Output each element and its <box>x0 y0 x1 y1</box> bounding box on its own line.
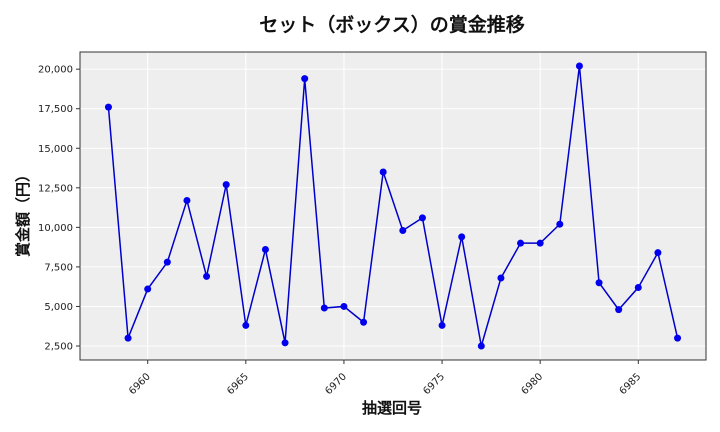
x-tick-label: 6975 <box>421 371 447 397</box>
data-point <box>222 181 230 189</box>
data-point <box>418 214 426 222</box>
y-tick-label: 5,000 <box>44 302 73 313</box>
data-point <box>124 334 132 342</box>
data-point <box>536 239 544 247</box>
data-point <box>242 321 250 329</box>
data-point <box>360 318 368 326</box>
data-point <box>203 272 211 280</box>
data-point <box>379 168 387 176</box>
data-point <box>438 321 446 329</box>
y-tick-label: 15,000 <box>38 144 73 155</box>
data-point <box>399 227 407 235</box>
y-tick-label: 10,000 <box>38 223 73 234</box>
data-point <box>144 285 152 293</box>
x-tick-label: 6985 <box>618 371 644 397</box>
data-point <box>340 302 348 310</box>
x-tick-label: 6965 <box>225 371 251 397</box>
data-point <box>163 258 171 266</box>
y-tick-label: 2,500 <box>44 342 73 353</box>
data-point <box>477 342 485 350</box>
data-point <box>517 239 525 247</box>
grid-lines <box>80 52 706 360</box>
data-point <box>654 249 662 257</box>
y-tick-label: 7,500 <box>44 262 73 273</box>
x-tick-label: 6980 <box>520 371 546 397</box>
data-point <box>674 334 682 342</box>
data-point <box>615 306 623 314</box>
data-point <box>556 220 564 228</box>
series-line <box>107 65 679 347</box>
data-point <box>104 103 112 111</box>
data-point <box>634 283 642 291</box>
data-point <box>595 279 603 287</box>
data-point <box>458 233 466 241</box>
x-axis-label: 抽選回号 <box>362 399 422 417</box>
x-tick-label: 6960 <box>127 371 153 397</box>
data-point <box>320 304 328 312</box>
x-tick-label: 6970 <box>323 371 349 397</box>
data-point <box>261 246 269 254</box>
data-point <box>575 62 583 70</box>
data-point <box>281 339 289 347</box>
plot-area <box>80 52 706 360</box>
y-tick-label: 17,500 <box>38 104 73 115</box>
data-point <box>497 274 505 282</box>
plot-frame <box>79 51 707 361</box>
y-axis-label: 賞金額（円） <box>14 167 32 257</box>
data-point <box>183 196 191 204</box>
data-point <box>301 75 309 83</box>
data-series <box>104 62 682 350</box>
chart-title: セット（ボックス）の賞金推移 <box>259 13 524 36</box>
y-tick-label: 20,000 <box>38 65 73 76</box>
y-tick-label: 12,500 <box>38 183 73 194</box>
